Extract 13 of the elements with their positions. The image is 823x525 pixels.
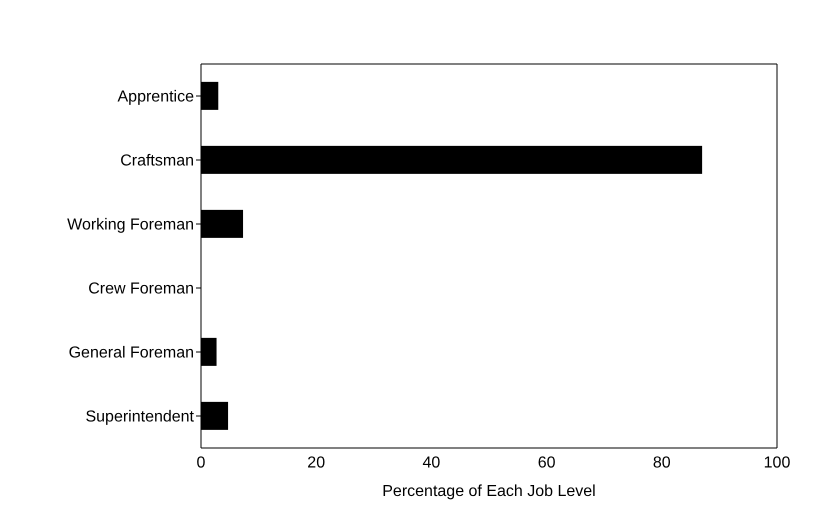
y-tick-label: Craftsman — [120, 152, 194, 170]
y-tick-label: General Foreman — [68, 344, 194, 362]
x-tick-label: 100 — [764, 454, 790, 472]
y-tick-label: Crew Foreman — [88, 280, 194, 298]
y-tick-label: Superintendent — [85, 408, 195, 426]
y-tick-label: Apprentice — [118, 88, 194, 106]
x-axis-title: Percentage of Each Job Level — [382, 483, 596, 500]
y-tick-label: Working Foreman — [67, 216, 194, 234]
x-tick-label: 0 — [196, 454, 206, 472]
x-tick-label: 20 — [307, 454, 326, 472]
x-tick-label: 40 — [422, 454, 440, 472]
x-tick-label: 80 — [652, 454, 671, 472]
x-tick-label: 60 — [538, 454, 556, 472]
